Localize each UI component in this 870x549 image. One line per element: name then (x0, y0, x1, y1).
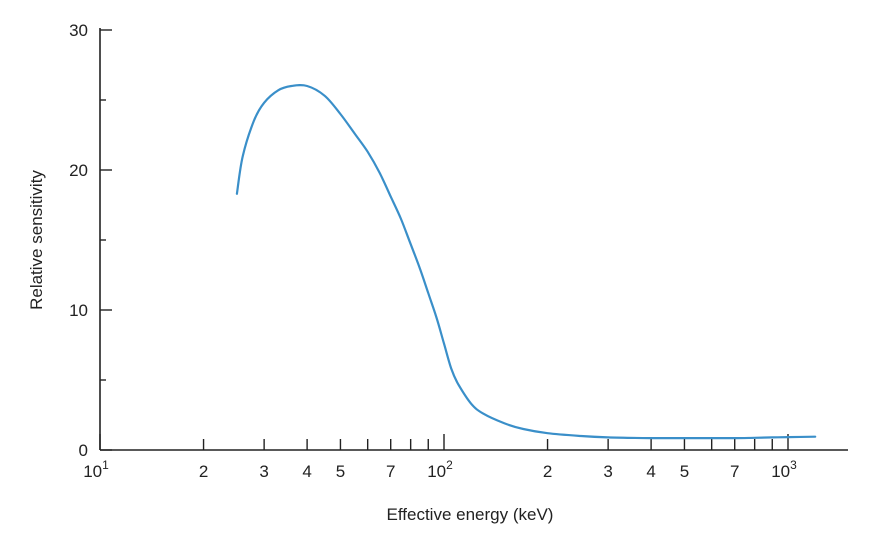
x-tick-label-base: 10 (771, 462, 790, 481)
y-tick-label-20: 20 (69, 161, 88, 180)
x-tick-label-base: 2 (199, 462, 208, 481)
x-tick-label-70: 7 (386, 462, 395, 481)
x-tick-label-700: 7 (730, 462, 739, 481)
y-axis-title: Relative sensitivity (27, 170, 46, 310)
x-tick-label-20: 2 (199, 462, 208, 481)
y-ticks: 0 10 20 30 (69, 21, 112, 460)
x-tick-label-base: 4 (302, 462, 311, 481)
series-layer (235, 84, 817, 440)
x-tick-label-100: 102 (427, 458, 453, 481)
y-tick-label-10: 10 (69, 301, 88, 320)
x-tick-label-base: 10 (83, 462, 102, 481)
y-tick-label-30: 30 (69, 21, 88, 40)
x-tick-label-200: 2 (543, 462, 552, 481)
x-tick-label-base: 2 (543, 462, 552, 481)
series-line-0 (235, 84, 817, 440)
x-tick-label-1000: 103 (771, 458, 797, 481)
x-tick-label-exponent: 1 (102, 458, 109, 472)
x-ticks: 101 2 3 4 5 7 102 2 3 4 5 7 103 (83, 434, 797, 481)
x-tick-label-base: 5 (680, 462, 689, 481)
x-tick-label-base: 10 (427, 462, 446, 481)
x-tick-label-400: 4 (646, 462, 655, 481)
x-tick-label-50: 5 (336, 462, 345, 481)
x-tick-label-base: 7 (730, 462, 739, 481)
x-tick-label-base: 3 (259, 462, 268, 481)
x-tick-label-10: 101 (83, 458, 109, 481)
y-tick-label-0: 0 (79, 441, 88, 460)
x-tick-label-base: 4 (646, 462, 655, 481)
x-tick-label-500: 5 (680, 462, 689, 481)
x-tick-label-40: 4 (302, 462, 311, 481)
x-tick-label-exponent: 2 (446, 458, 453, 472)
x-tick-label-base: 7 (386, 462, 395, 481)
axes (99, 28, 848, 451)
x-tick-label-exponent: 3 (790, 458, 797, 472)
x-tick-label-base: 3 (603, 462, 612, 481)
x-axis-title: Effective energy (keV) (387, 505, 554, 524)
x-tick-label-30: 3 (259, 462, 268, 481)
x-tick-label-base: 5 (336, 462, 345, 481)
x-tick-label-300: 3 (603, 462, 612, 481)
